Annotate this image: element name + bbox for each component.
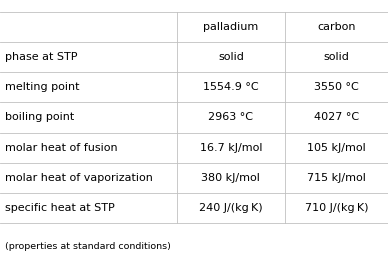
Text: molar heat of vaporization: molar heat of vaporization bbox=[5, 173, 152, 183]
Text: solid: solid bbox=[324, 52, 350, 62]
Text: 240 J/(kg K): 240 J/(kg K) bbox=[199, 203, 263, 213]
Text: 710 J/(kg K): 710 J/(kg K) bbox=[305, 203, 368, 213]
Text: (properties at standard conditions): (properties at standard conditions) bbox=[5, 242, 171, 251]
Text: 715 kJ/mol: 715 kJ/mol bbox=[307, 173, 366, 183]
Text: 4027 °C: 4027 °C bbox=[314, 112, 359, 122]
Text: phase at STP: phase at STP bbox=[5, 52, 77, 62]
Text: 16.7 kJ/mol: 16.7 kJ/mol bbox=[199, 143, 262, 153]
Text: specific heat at STP: specific heat at STP bbox=[5, 203, 114, 213]
Text: 3550 °C: 3550 °C bbox=[314, 82, 359, 92]
Text: palladium: palladium bbox=[203, 22, 258, 32]
Text: molar heat of fusion: molar heat of fusion bbox=[5, 143, 117, 153]
Text: boiling point: boiling point bbox=[5, 112, 74, 122]
Text: solid: solid bbox=[218, 52, 244, 62]
Text: 105 kJ/mol: 105 kJ/mol bbox=[307, 143, 366, 153]
Text: carbon: carbon bbox=[317, 22, 356, 32]
Text: 1554.9 °C: 1554.9 °C bbox=[203, 82, 259, 92]
Text: 2963 °C: 2963 °C bbox=[208, 112, 253, 122]
Text: 380 kJ/mol: 380 kJ/mol bbox=[201, 173, 260, 183]
Text: melting point: melting point bbox=[5, 82, 79, 92]
